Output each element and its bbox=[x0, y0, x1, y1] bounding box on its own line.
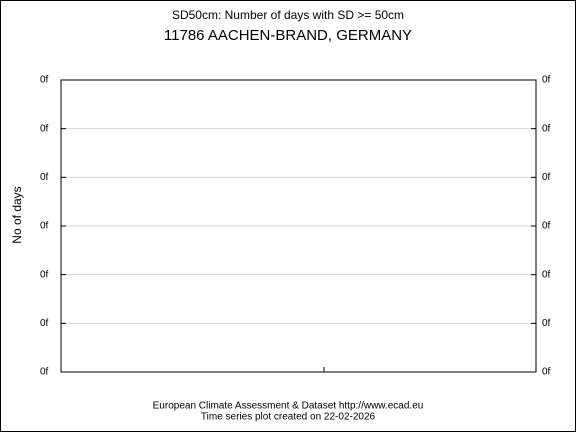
y-axis-label: No of days bbox=[10, 186, 24, 243]
y2-tick-label: 0f bbox=[542, 172, 551, 183]
y2-tick-label: 0f bbox=[542, 318, 551, 329]
y2-tick-label: 0f bbox=[542, 367, 551, 378]
y-tick-label: 0f bbox=[40, 123, 49, 134]
y2-tick-label: 0f bbox=[542, 75, 551, 86]
plot-area bbox=[60, 79, 537, 373]
y-tick-label: 0f bbox=[40, 75, 49, 86]
y-tick-label: 0f bbox=[40, 367, 49, 378]
y2-tick-label: 0f bbox=[542, 123, 551, 134]
y-tick-label: 0f bbox=[40, 318, 49, 329]
y-tick-label: 0f bbox=[40, 172, 49, 183]
y2-tick-label: 0f bbox=[542, 269, 551, 280]
chart-title: SD50cm: Number of days with SD >= 50cm bbox=[172, 8, 404, 22]
y-tick-label: 0f bbox=[40, 221, 49, 232]
chart-subtitle: 11786 AACHEN-BRAND, GERMANY bbox=[164, 27, 412, 44]
footer: Time series plot created on 22-02-2026 bbox=[201, 412, 376, 423]
y2-tick-label: 0f bbox=[542, 221, 551, 232]
y-tick-label: 0f bbox=[40, 269, 49, 280]
footer: European Climate Assessment & Dataset ht… bbox=[153, 401, 424, 412]
